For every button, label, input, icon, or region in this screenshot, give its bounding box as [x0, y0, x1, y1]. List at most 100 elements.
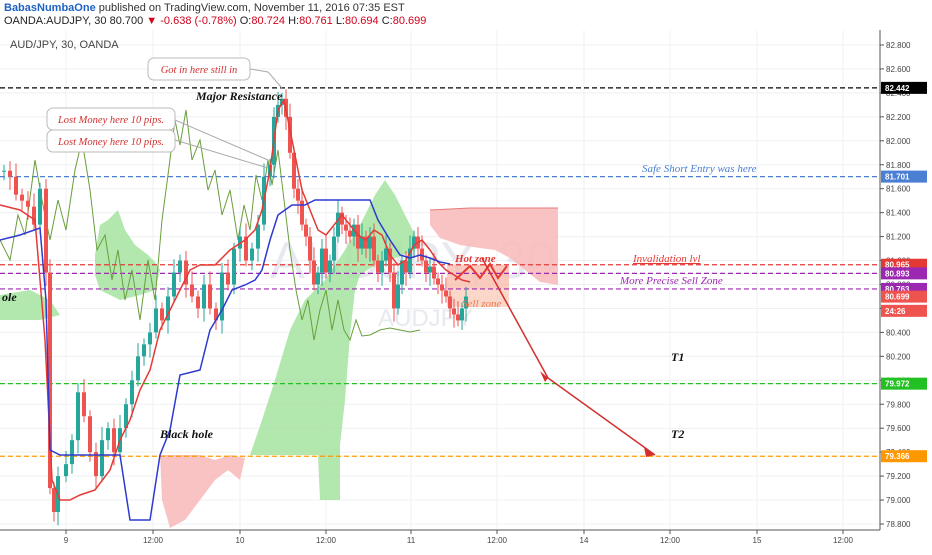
candle: [112, 428, 116, 453]
price-marker-box: [881, 304, 927, 317]
candle: [456, 314, 460, 321]
candle: [336, 212, 340, 237]
candle: [250, 248, 254, 261]
candle: [124, 404, 128, 429]
candle: [364, 236, 368, 249]
t2-label: T2: [671, 427, 684, 441]
candle: [332, 236, 336, 261]
symbol-label: OANDA:AUDJPY, 30: [4, 15, 107, 27]
candle: [296, 188, 300, 201]
candle: [412, 236, 416, 249]
price-tick-label: 80.400: [886, 328, 911, 337]
candle: [178, 260, 182, 273]
candle: [76, 392, 80, 441]
callout-pointer: [249, 68, 283, 89]
callout-top-text: Got in here still in: [161, 65, 238, 76]
time-axis-bg: [0, 530, 932, 550]
safe-short-label: Safe Short Entry was here: [642, 163, 757, 175]
price-tick-label: 80.200: [886, 352, 911, 361]
price-marker-label: 79.366: [885, 452, 910, 461]
candle: [44, 188, 48, 273]
price-marker-box: [881, 377, 927, 390]
candle: [32, 206, 36, 225]
change-value: -0.638 (-0.78%): [160, 15, 237, 27]
time-tick-label: 12:00: [316, 536, 337, 545]
candle: [88, 416, 92, 453]
candle: [94, 452, 98, 477]
candle: [436, 278, 440, 285]
candle: [70, 440, 74, 465]
time-tick-label: 12:00: [143, 536, 164, 545]
candle: [288, 116, 292, 153]
candle: [460, 308, 464, 321]
candle: [172, 272, 176, 297]
cloud-area: [160, 455, 245, 528]
candle: [148, 332, 152, 345]
price-tick-label: 78.800: [886, 520, 911, 529]
candle: [100, 440, 104, 477]
candle: [82, 392, 86, 417]
price-tick-label: 82.600: [886, 65, 911, 74]
hot-zone-label: Hot zone: [454, 253, 496, 265]
candle: [190, 284, 194, 297]
candle: [196, 296, 200, 309]
t1-label: T1: [671, 350, 684, 364]
candle: [348, 230, 352, 237]
candle: [142, 344, 146, 357]
price-tick-label: 82.200: [886, 113, 911, 122]
sell-zone-label: Sell zone: [462, 298, 502, 310]
price-marker-label: 80.699: [885, 293, 910, 302]
candle: [372, 236, 376, 261]
candle: [396, 284, 400, 309]
candle: [432, 266, 436, 279]
ohlc-line: OANDA:AUDJPY, 30 80.700 ▼ -0.638 (-0.78%…: [4, 15, 426, 27]
high-label: H:: [288, 15, 300, 27]
time-tick-label: 9: [64, 536, 69, 545]
candle: [208, 284, 212, 309]
close-value: 80.699: [392, 15, 427, 27]
price-tick-label: 81.400: [886, 209, 911, 218]
candle: [320, 248, 324, 273]
price-tick-label: 81.200: [886, 233, 911, 242]
low-label: L:: [335, 15, 345, 27]
candle: [304, 224, 308, 237]
candle: [38, 188, 42, 225]
candle: [64, 464, 68, 477]
candle: [14, 176, 18, 195]
candle: [316, 272, 320, 285]
candle: [312, 260, 316, 285]
candle: [464, 296, 468, 309]
price-marker-box: [881, 81, 927, 94]
down-arrow-icon: ▼: [146, 15, 158, 27]
price-tick-label: 79.200: [886, 472, 911, 481]
author-link[interactable]: BabasNumbaOne: [4, 2, 96, 14]
candle: [380, 260, 384, 273]
cloud-area: [0, 290, 60, 320]
candle: [26, 200, 30, 207]
candle: [360, 236, 364, 249]
low-value: 80.694: [345, 15, 379, 27]
time-tick-label: 14: [580, 536, 589, 545]
open-label: O:: [239, 15, 252, 27]
candle: [392, 272, 396, 309]
price-marker-label: 81.701: [885, 173, 910, 182]
kijun-line: [0, 199, 451, 521]
candle: [452, 308, 456, 315]
time-tick-label: 12:00: [833, 536, 854, 545]
invalidation-label: Invalidation lvl: [632, 253, 701, 265]
callout-b-text: Lost Money here 10 pips.: [57, 137, 164, 148]
candle: [220, 272, 224, 321]
cloud-edge: [429, 207, 558, 211]
candle: [214, 308, 218, 321]
candle: [202, 284, 206, 309]
candle: [388, 248, 392, 273]
price-marker-label: 80.763: [885, 285, 910, 294]
candle: [160, 308, 164, 321]
black-hole-label: Black hole: [159, 427, 214, 441]
price-marker-label: 24:26: [885, 307, 906, 316]
candle: [136, 356, 140, 381]
hole-label: ole: [2, 290, 17, 304]
cloud-area: [430, 208, 558, 285]
time-tick-label: 12:00: [487, 536, 508, 545]
